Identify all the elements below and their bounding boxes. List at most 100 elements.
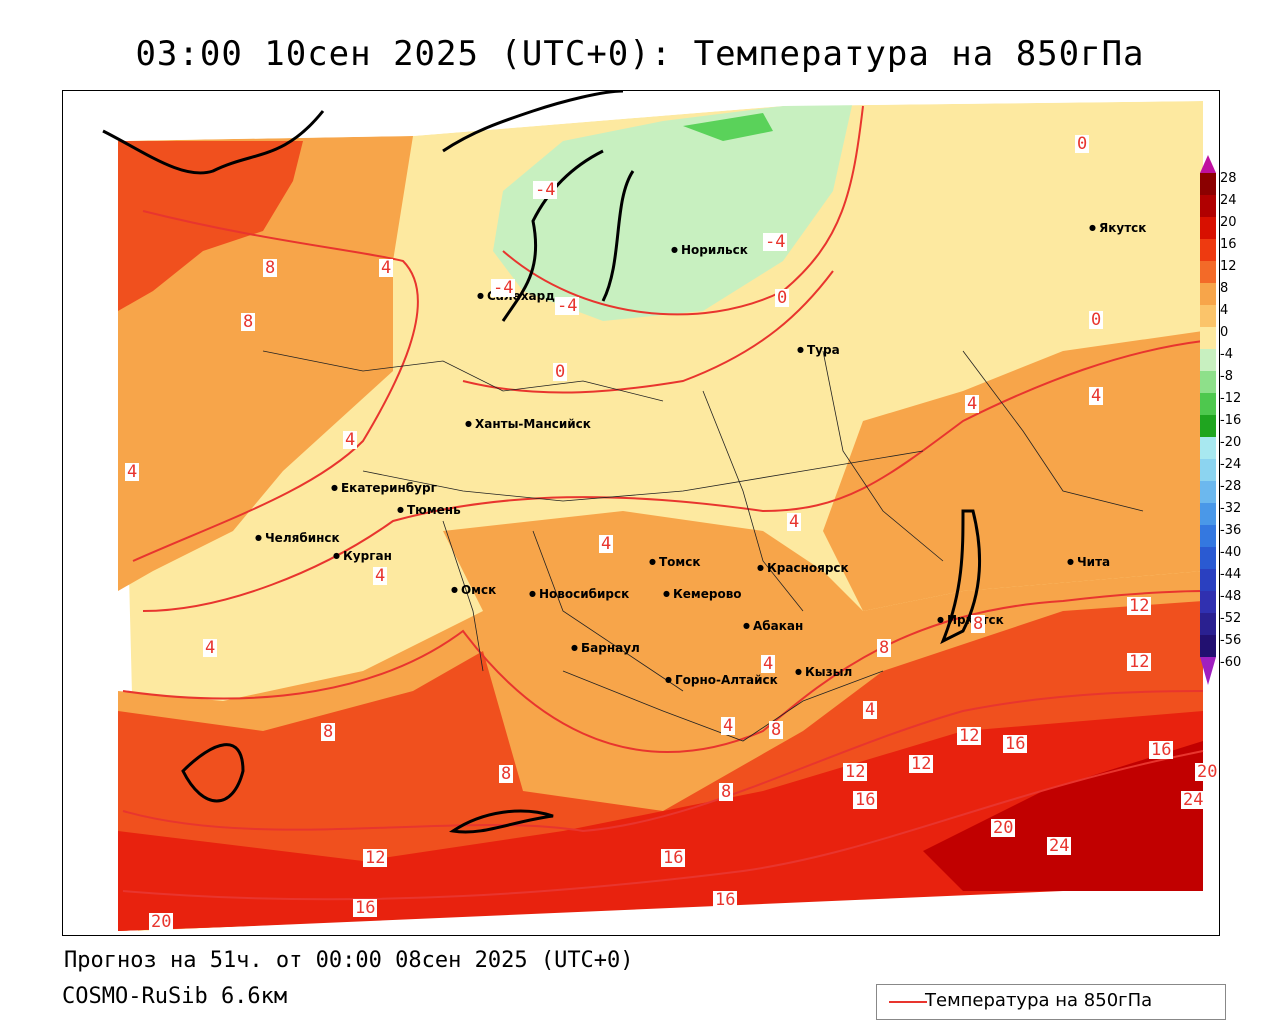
isoline-label: 12 bbox=[909, 754, 934, 774]
scale-tick: -20 bbox=[1220, 435, 1242, 450]
forecast-info: Прогноз на 51ч. от 00:00 08сен 2025 (UTC… bbox=[64, 948, 634, 973]
scale-tick: -12 bbox=[1220, 391, 1242, 406]
isoline-label: 8 bbox=[263, 258, 278, 278]
scale-tick: -16 bbox=[1220, 413, 1242, 428]
scale-tick: 12 bbox=[1220, 259, 1237, 274]
isoline-label: 16 bbox=[1003, 734, 1028, 754]
city-kyzyl: Кызыл bbox=[795, 665, 852, 679]
legend-line-swatch bbox=[889, 1001, 927, 1003]
coastline-yenisei bbox=[601, 170, 635, 302]
scale-tick: -52 bbox=[1220, 611, 1242, 626]
isoline-label: 8 bbox=[241, 312, 256, 332]
scale-tick: -8 bbox=[1220, 369, 1233, 384]
scale-tick: 4 bbox=[1220, 303, 1229, 318]
isoline-label: 0 bbox=[553, 362, 568, 382]
city-ekaterinburg: Екатеринбург bbox=[331, 481, 437, 495]
lake-baikal bbox=[940, 509, 982, 645]
isoline-8 bbox=[122, 590, 1204, 753]
scale-tick: 0 bbox=[1220, 325, 1229, 340]
cold-zone-north bbox=[493, 101, 853, 321]
lake-balkhash bbox=[449, 809, 554, 834]
aral-sea bbox=[181, 743, 245, 803]
isoline-label: 16 bbox=[1149, 740, 1174, 760]
isoline-label: 8 bbox=[321, 722, 336, 742]
scale-arrow-top bbox=[1200, 155, 1216, 173]
city-khanty-mansiysk: Ханты-Мансийск bbox=[465, 417, 591, 431]
scale-tick: -24 bbox=[1220, 457, 1242, 472]
border-line bbox=[962, 350, 1144, 512]
isoline-label: 8 bbox=[769, 720, 784, 740]
city-novosibirsk: Новосибирск bbox=[529, 587, 629, 601]
isoline-label: 8 bbox=[719, 782, 734, 802]
isoline-label: 16 bbox=[661, 848, 686, 868]
scale-tick: 16 bbox=[1220, 237, 1237, 252]
city-barnaul: Барнаул bbox=[571, 641, 640, 655]
scale-tick: -60 bbox=[1220, 655, 1242, 670]
isoline-label: 20 bbox=[991, 818, 1016, 838]
color-scale-bar bbox=[1200, 155, 1216, 685]
isoline-label: -4 bbox=[533, 180, 558, 200]
border-line bbox=[562, 670, 884, 742]
isoline-label: 16 bbox=[353, 898, 378, 918]
city-chelyabinsk: Челябинск bbox=[255, 531, 340, 545]
isoline-label: 4 bbox=[1089, 386, 1104, 406]
isoline-label: -4 bbox=[763, 232, 788, 252]
isoline-label: 4 bbox=[721, 716, 736, 736]
city-tura: Тура bbox=[797, 343, 840, 357]
isoline-label: 0 bbox=[1089, 310, 1104, 330]
isoline-label: -4 bbox=[555, 296, 580, 316]
isoline-label: -4 bbox=[491, 278, 516, 298]
scale-tick: -36 bbox=[1220, 523, 1242, 538]
scale-tick: -56 bbox=[1220, 633, 1242, 648]
city-chita: Чита bbox=[1067, 555, 1110, 569]
hottest-zone bbox=[923, 741, 1203, 891]
scale-tick: 20 bbox=[1220, 215, 1237, 230]
scale-tick: 28 bbox=[1220, 171, 1237, 186]
isoline-4-central bbox=[142, 340, 1204, 612]
isoline-label: 4 bbox=[787, 512, 802, 532]
scale-tick: -48 bbox=[1220, 589, 1242, 604]
warm-zone-east bbox=[823, 331, 1203, 611]
city-krasnoyarsk: Красноярск bbox=[757, 561, 849, 575]
legend-label: Температура на 850гПа bbox=[925, 990, 1153, 1011]
isoline-label: 0 bbox=[775, 288, 790, 308]
isoline-label: 4 bbox=[203, 638, 218, 658]
isoline-16 bbox=[122, 750, 1204, 901]
city-kurgan: Курган bbox=[333, 549, 392, 563]
city-tyumen: Тюмень bbox=[397, 503, 461, 517]
city-omsk: Омск bbox=[451, 583, 496, 597]
scale-arrow-bottom bbox=[1200, 657, 1216, 685]
border-line bbox=[362, 450, 924, 502]
isoline-label: 16 bbox=[853, 790, 878, 810]
scale-tick: 8 bbox=[1220, 281, 1229, 296]
cold-core bbox=[683, 113, 773, 141]
admin-borders bbox=[262, 350, 1144, 742]
isoline-label: 8 bbox=[877, 638, 892, 658]
scale-tick: 24 bbox=[1220, 193, 1237, 208]
city-kemerovo: Кемерово bbox=[663, 587, 742, 601]
scale-tick: -40 bbox=[1220, 545, 1242, 560]
border-line bbox=[442, 520, 484, 672]
isoline-label: 24 bbox=[1181, 790, 1206, 810]
isoline-label: 8 bbox=[971, 614, 986, 634]
isoline-0-mid bbox=[462, 270, 834, 394]
isoline-4-west bbox=[132, 210, 419, 562]
isoline-label: 20 bbox=[149, 912, 174, 932]
isoline-label: 8 bbox=[499, 764, 514, 784]
color-scale-labels: 28 24 20 16 12 8 4 0 -4 -8 -12 -16 -20 -… bbox=[1220, 0, 1280, 1024]
coastline-northwest bbox=[102, 110, 325, 175]
city-norilsk: Норильск bbox=[671, 243, 748, 257]
isoline-label: 4 bbox=[965, 394, 980, 414]
model-name: COSMO-RuSib 6.6км bbox=[62, 984, 288, 1009]
scale-tick: -32 bbox=[1220, 501, 1242, 516]
scale-tick: -44 bbox=[1220, 567, 1242, 582]
isoline-label: 12 bbox=[1127, 652, 1152, 672]
isoline-label: 4 bbox=[343, 430, 358, 450]
scale-tick: -28 bbox=[1220, 479, 1242, 494]
temperature-field bbox=[63, 91, 1219, 935]
border-line bbox=[262, 350, 664, 402]
isoline-label: 20 bbox=[1195, 762, 1219, 782]
map-title: 03:00 10сен 2025 (UTC+0): Температура на… bbox=[135, 34, 1145, 74]
city-tomsk: Томск bbox=[649, 555, 701, 569]
map-canvas: Якутск Норильск Салехард Тура Ханты-Манс… bbox=[62, 90, 1220, 936]
